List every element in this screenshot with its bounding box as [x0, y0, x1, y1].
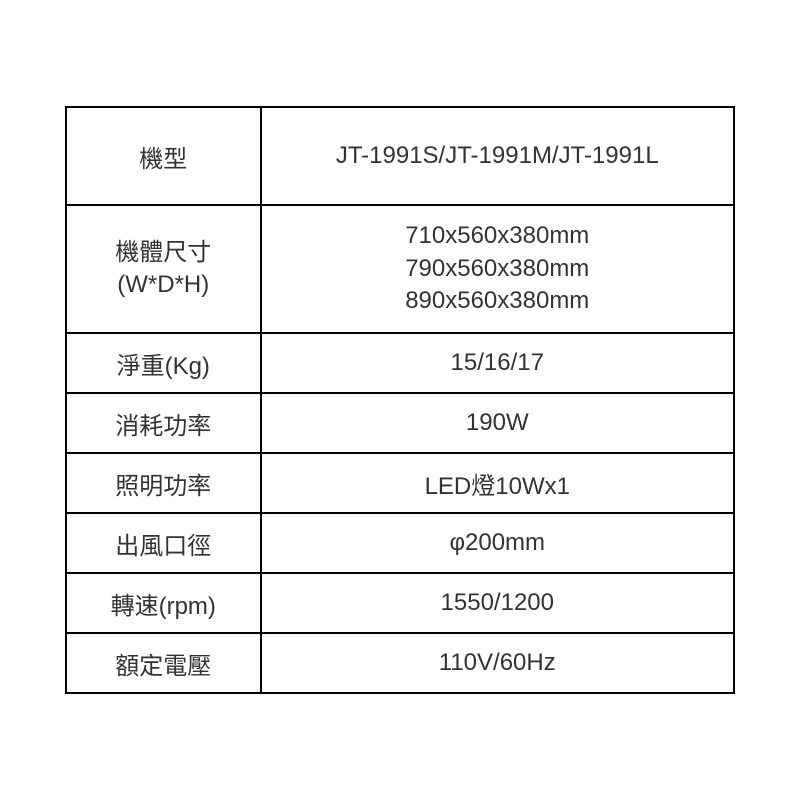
table-row: 照明功率 LED燈10Wx1 — [66, 453, 734, 513]
spec-value-lighting: LED燈10Wx1 — [261, 453, 734, 513]
spec-table-body: 機型 JT-1991S/JT-1991M/JT-1991L 機體尺寸 (W*D*… — [66, 107, 734, 693]
spec-value-rpm: 1550/1200 — [261, 573, 734, 633]
table-row: 轉速(rpm) 1550/1200 — [66, 573, 734, 633]
spec-label-outlet: 出風口徑 — [66, 513, 261, 573]
spec-value-weight: 15/16/17 — [261, 333, 734, 393]
spec-value-model: JT-1991S/JT-1991M/JT-1991L — [261, 107, 734, 205]
table-row: 機型 JT-1991S/JT-1991M/JT-1991L — [66, 107, 734, 205]
spec-value-power: 190W — [261, 393, 734, 453]
spec-value-outlet: φ200mm — [261, 513, 734, 573]
spec-label-model: 機型 — [66, 107, 261, 205]
spec-label-lighting: 照明功率 — [66, 453, 261, 513]
table-row: 額定電壓 110V/60Hz — [66, 633, 734, 693]
spec-label-voltage: 額定電壓 — [66, 633, 261, 693]
spec-table: 機型 JT-1991S/JT-1991M/JT-1991L 機體尺寸 (W*D*… — [65, 106, 735, 694]
table-row: 出風口徑 φ200mm — [66, 513, 734, 573]
table-row: 機體尺寸 (W*D*H) 710x560x380mm 790x560x380mm… — [66, 205, 734, 333]
table-row: 消耗功率 190W — [66, 393, 734, 453]
spec-value-dimensions: 710x560x380mm 790x560x380mm 890x560x380m… — [261, 205, 734, 333]
spec-label-rpm: 轉速(rpm) — [66, 573, 261, 633]
spec-label-power: 消耗功率 — [66, 393, 261, 453]
spec-value-voltage: 110V/60Hz — [261, 633, 734, 693]
spec-label-dimensions: 機體尺寸 (W*D*H) — [66, 205, 261, 333]
spec-label-weight: 淨重(Kg) — [66, 333, 261, 393]
table-row: 淨重(Kg) 15/16/17 — [66, 333, 734, 393]
